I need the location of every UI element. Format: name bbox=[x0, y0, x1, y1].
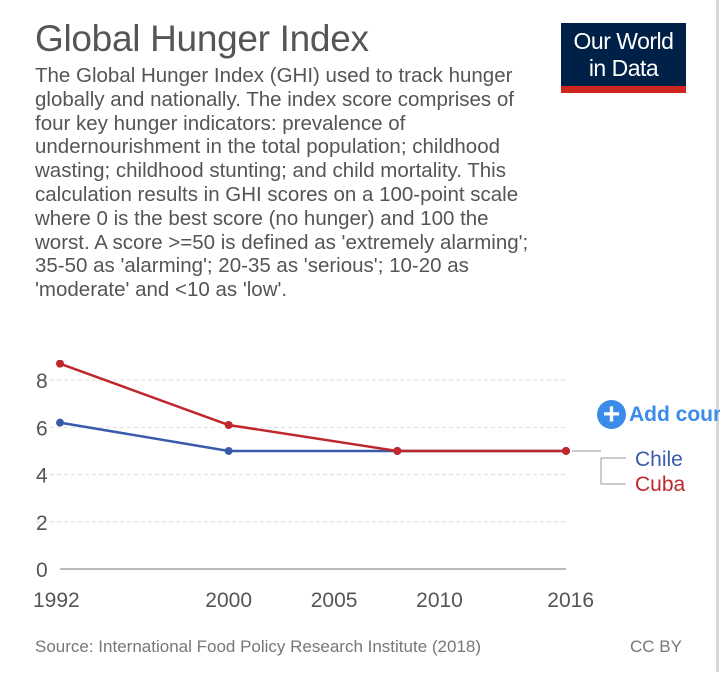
data-point-cuba bbox=[562, 446, 570, 455]
chart-subtitle: The Global Hunger Index (GHI) used to tr… bbox=[35, 64, 529, 302]
x-tick-label: 1992 bbox=[33, 589, 80, 612]
logo-line-1: Our World bbox=[573, 28, 674, 54]
legend-label-chile: Chile bbox=[635, 448, 683, 471]
data-point-cuba bbox=[393, 446, 402, 455]
y-tick-label: 4 bbox=[36, 465, 48, 488]
legend-connector bbox=[600, 458, 626, 485]
data-point-chile bbox=[56, 418, 64, 427]
plus-circle-icon: + bbox=[597, 400, 626, 430]
owid-logo[interactable]: Our World in Data bbox=[561, 23, 686, 93]
x-tick-label: 2016 bbox=[547, 589, 594, 612]
x-tick-label: 2010 bbox=[416, 589, 463, 612]
data-point-chile bbox=[224, 446, 233, 455]
x-tick-label: 2005 bbox=[311, 589, 358, 612]
y-tick-label: 8 bbox=[36, 370, 48, 393]
legend-label-cuba: Cuba bbox=[635, 473, 686, 496]
add-country-button[interactable]: +Add country bbox=[597, 400, 720, 432]
license-link[interactable]: CC BY bbox=[630, 637, 682, 656]
logo-line-2: in Data bbox=[588, 55, 659, 81]
y-tick-label: 6 bbox=[36, 417, 48, 440]
series-line-cuba bbox=[59, 362, 566, 453]
chart-title: Global Hunger Index bbox=[35, 18, 369, 59]
y-tick-label: 0 bbox=[36, 559, 48, 582]
source-note[interactable]: Source: International Food Policy Resear… bbox=[35, 637, 482, 656]
data-point-cuba bbox=[224, 421, 233, 430]
x-tick-label: 2000 bbox=[205, 589, 252, 612]
add-country-label: Add country bbox=[629, 402, 720, 426]
y-tick-label: 2 bbox=[36, 512, 48, 535]
data-point-cuba bbox=[56, 360, 64, 368]
